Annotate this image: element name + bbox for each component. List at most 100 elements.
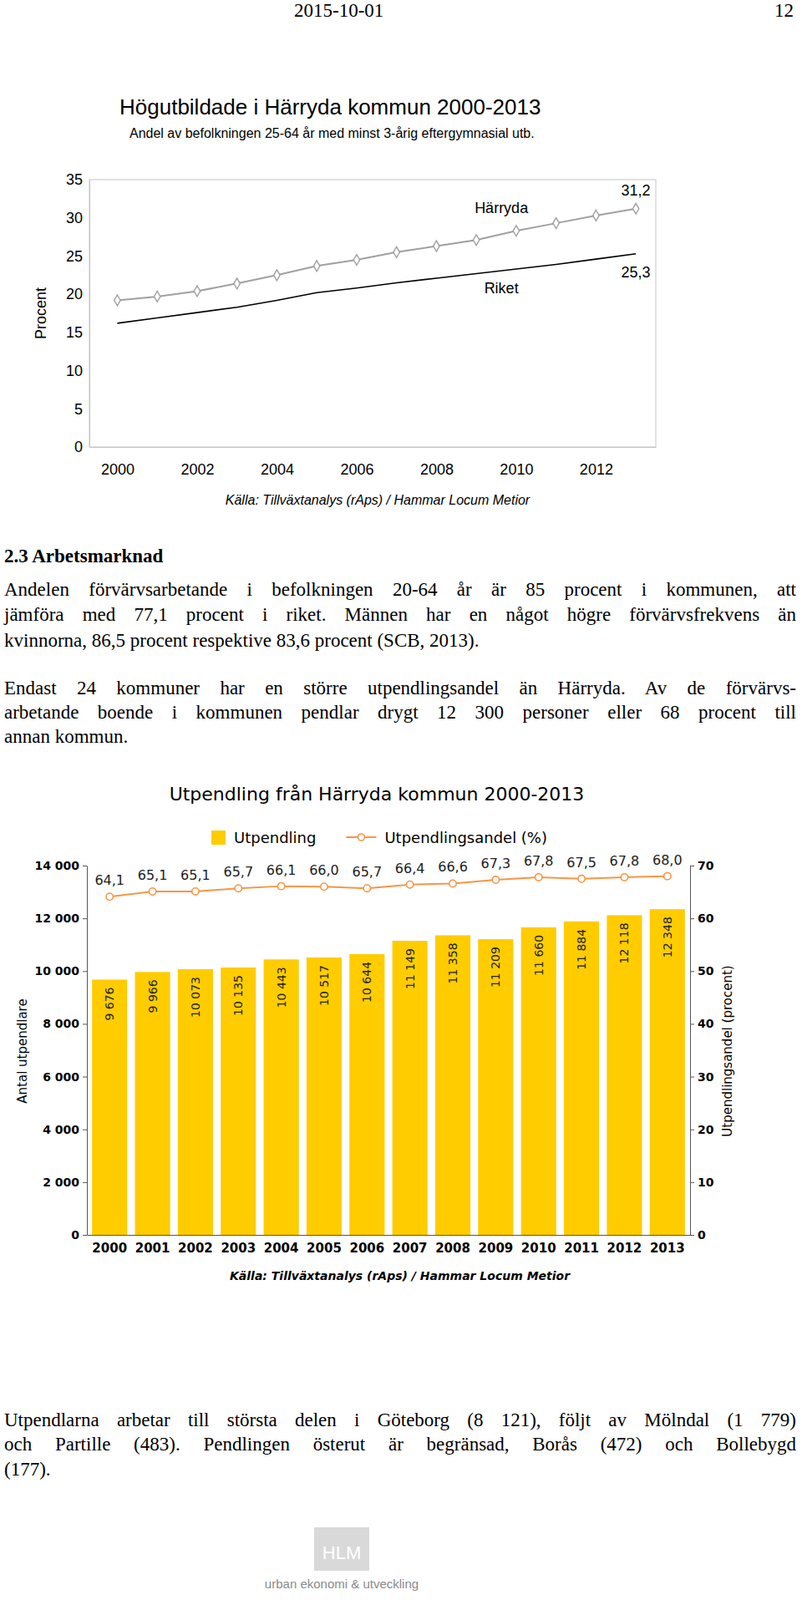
y-axis-tick-label: 4 000	[42, 1122, 80, 1137]
x-axis-tick-label: 2012	[579, 461, 614, 478]
data-label: 10 135	[231, 974, 245, 1016]
x-axis-tick: 2000	[91, 1234, 127, 1256]
data-label: 65,1	[180, 867, 211, 884]
x-axis-tick: 2008	[420, 446, 454, 478]
data-label: 10 443	[274, 966, 289, 1008]
series-marker	[363, 884, 371, 892]
data-label: 11 209	[488, 946, 503, 988]
y2-axis-tick-mark	[690, 1023, 695, 1025]
series-marker	[148, 888, 156, 895]
bar	[521, 927, 557, 1235]
y2-axis-tick: 60	[690, 911, 715, 925]
series-label: Härryda	[474, 199, 529, 217]
bar	[392, 940, 428, 1235]
y2-axis-tick-mark	[690, 918, 695, 919]
y2-axis-tick-mark	[690, 1234, 695, 1236]
x-axis-tick-label: 2008	[435, 1240, 471, 1256]
y-axis-tick: 8 000	[42, 1016, 87, 1031]
y-axis-tick: 30	[65, 209, 90, 227]
y2-axis-tick: 10	[690, 1175, 715, 1189]
x-axis-tick-label: 2006	[340, 461, 374, 478]
chart-source: Källa: Tillväxtanalys (rAps) / Hammar Lo…	[225, 492, 531, 508]
series-marker	[233, 278, 240, 290]
x-axis-tick-label: 2000	[101, 461, 135, 478]
text-line: Endast 24 kommuner har en större utpendl…	[4, 675, 797, 701]
data-label: 12 118	[617, 922, 631, 964]
series-marker	[512, 225, 519, 237]
bar	[177, 969, 214, 1235]
y-axis-tick-label: 10 000	[34, 964, 80, 978]
y-axis-tick-label: 10	[65, 362, 83, 380]
y-axis-tick: 4 000	[42, 1122, 87, 1137]
y-axis-tick: 10 000	[34, 964, 87, 978]
y2-axis: 010203040506070	[690, 858, 715, 1242]
chart-title: Högutbildade i Härryda kommun 2000-2013	[119, 94, 541, 120]
y2-axis-tick-mark	[690, 1182, 695, 1183]
series-marker	[353, 254, 360, 266]
x-axis-tick: 2012	[607, 1234, 643, 1256]
x-axis-tick-label: 2000	[91, 1240, 127, 1256]
y-axis-tick-mark	[82, 918, 87, 919]
logo-tagline: urban ekonomi & utveckling	[264, 1576, 419, 1591]
data-label: 64,1	[94, 872, 125, 889]
x-axis-tick-label: 2004	[263, 1240, 300, 1256]
x-axis-tick-label: 2006	[349, 1240, 385, 1256]
x-axis-tick-label: 2001	[135, 1240, 171, 1256]
x-axis-tick-label: 2010	[521, 1240, 557, 1256]
data-label: 10 073	[188, 976, 203, 1018]
bar	[91, 979, 127, 1235]
y-axis-tick: 10	[65, 362, 90, 380]
data-label: 67,8	[609, 852, 640, 869]
y2-axis-tick-mark	[690, 1076, 695, 1078]
series-marker	[274, 269, 280, 281]
text-line: kvinnorna, 86,5 procent respektive 83,6 …	[4, 628, 797, 654]
y2-axis-line	[690, 866, 691, 1236]
bar	[435, 934, 471, 1235]
bar	[349, 954, 385, 1235]
y-axis-tick-label: 8 000	[42, 1016, 80, 1031]
series-marker	[114, 294, 121, 306]
data-label: 65,1	[137, 867, 168, 884]
data-label: 65,7	[352, 863, 383, 880]
x-axis-tick-label: 2008	[420, 461, 454, 478]
y-axis-tick: 2 000	[42, 1175, 87, 1189]
chart-source: Källa: Tillväxtanalys (rAps) / Hammar Lo…	[229, 1268, 571, 1283]
series-line	[116, 253, 636, 324]
logo-text: HLM	[322, 1542, 361, 1564]
x-axis-tick: 2004	[260, 446, 295, 478]
bar	[306, 957, 342, 1235]
y-axis-tick-mark	[82, 865, 87, 867]
legend-swatch-marker	[357, 833, 365, 841]
bar	[135, 971, 171, 1235]
series-marker	[535, 873, 543, 881]
data-label: 11 660	[532, 934, 546, 976]
x-axis-tick-label: 2012	[607, 1240, 643, 1256]
data-label: 66,4	[395, 860, 426, 877]
series-marker	[632, 203, 639, 214]
data-label: 65,7	[223, 863, 254, 880]
text-line: och Partille (483). Pendlingen österut ä…	[4, 1431, 797, 1457]
y-axis-tick: 25	[65, 248, 90, 265]
y-axis-tick-label: 0	[71, 1228, 80, 1242]
plot-area	[114, 203, 640, 324]
y2-axis-tick-mark	[690, 970, 695, 972]
series-marker	[492, 876, 499, 884]
plot-frame	[89, 179, 656, 447]
x-axis-tick-label: 2005	[306, 1240, 342, 1256]
y-axis-tick-label: 15	[65, 324, 83, 341]
data-label: 66,1	[266, 862, 297, 879]
y-axis-tick-label: 6 000	[42, 1070, 80, 1084]
data-label: 12 348	[660, 916, 675, 958]
y-axis-tick: 5	[74, 401, 90, 418]
x-axis-tick-label: 2011	[563, 1240, 599, 1256]
series-marker	[620, 873, 628, 881]
bar	[563, 921, 599, 1235]
series-marker	[192, 888, 199, 895]
x-axis-tick: 2009	[478, 1234, 514, 1256]
y-axis-tick-mark	[82, 1023, 87, 1025]
y2-axis-tick-label: 50	[697, 964, 715, 978]
text-line: Andelen förvärvsarbetande i befolkningen…	[4, 577, 797, 603]
text-line: annan kommun.	[4, 724, 797, 750]
text-line: Utpendlarna arbetar till största delen i…	[4, 1407, 797, 1433]
plot-area	[91, 872, 686, 1235]
